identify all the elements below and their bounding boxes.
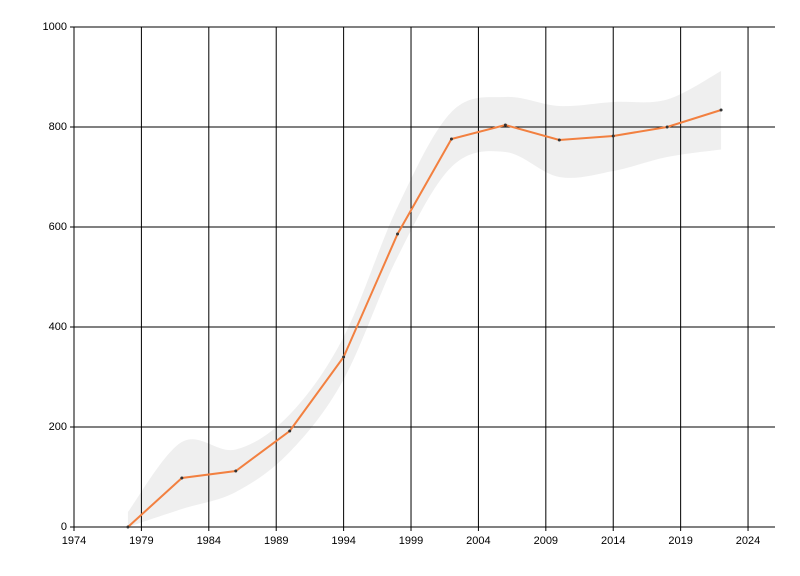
x-tick-label: 1984 [197,535,221,547]
confidence-band [127,71,722,527]
point [180,476,184,480]
x-tick-label: 1979 [129,535,153,547]
point [396,232,400,236]
point [234,469,238,473]
y-tick-label: 0 [61,521,67,533]
point [611,134,615,138]
x-tick-label: 2024 [736,535,760,547]
x-tick-label: 1994 [331,535,355,547]
point [342,355,346,359]
point [288,429,292,433]
line [127,109,722,528]
y-tick-label: 600 [49,221,67,233]
point [126,525,130,529]
point [719,108,723,112]
x-tick-label: 1989 [264,535,288,547]
point [665,125,669,129]
x-tick-label: 2004 [466,535,490,547]
point [449,137,453,141]
x-tick-label: 1974 [62,535,86,547]
x-tick-label: 2014 [601,535,625,547]
x-tick-label: 2009 [534,535,558,547]
y-tick-label: 400 [49,321,67,333]
point [557,138,561,142]
point [503,123,507,127]
y-tick-label: 1000 [43,21,67,33]
y-tick-label: 200 [49,421,67,433]
y-tick-label: 800 [49,121,67,133]
x-tick-label: 1999 [399,535,423,547]
x-tick-label: 2019 [668,535,692,547]
